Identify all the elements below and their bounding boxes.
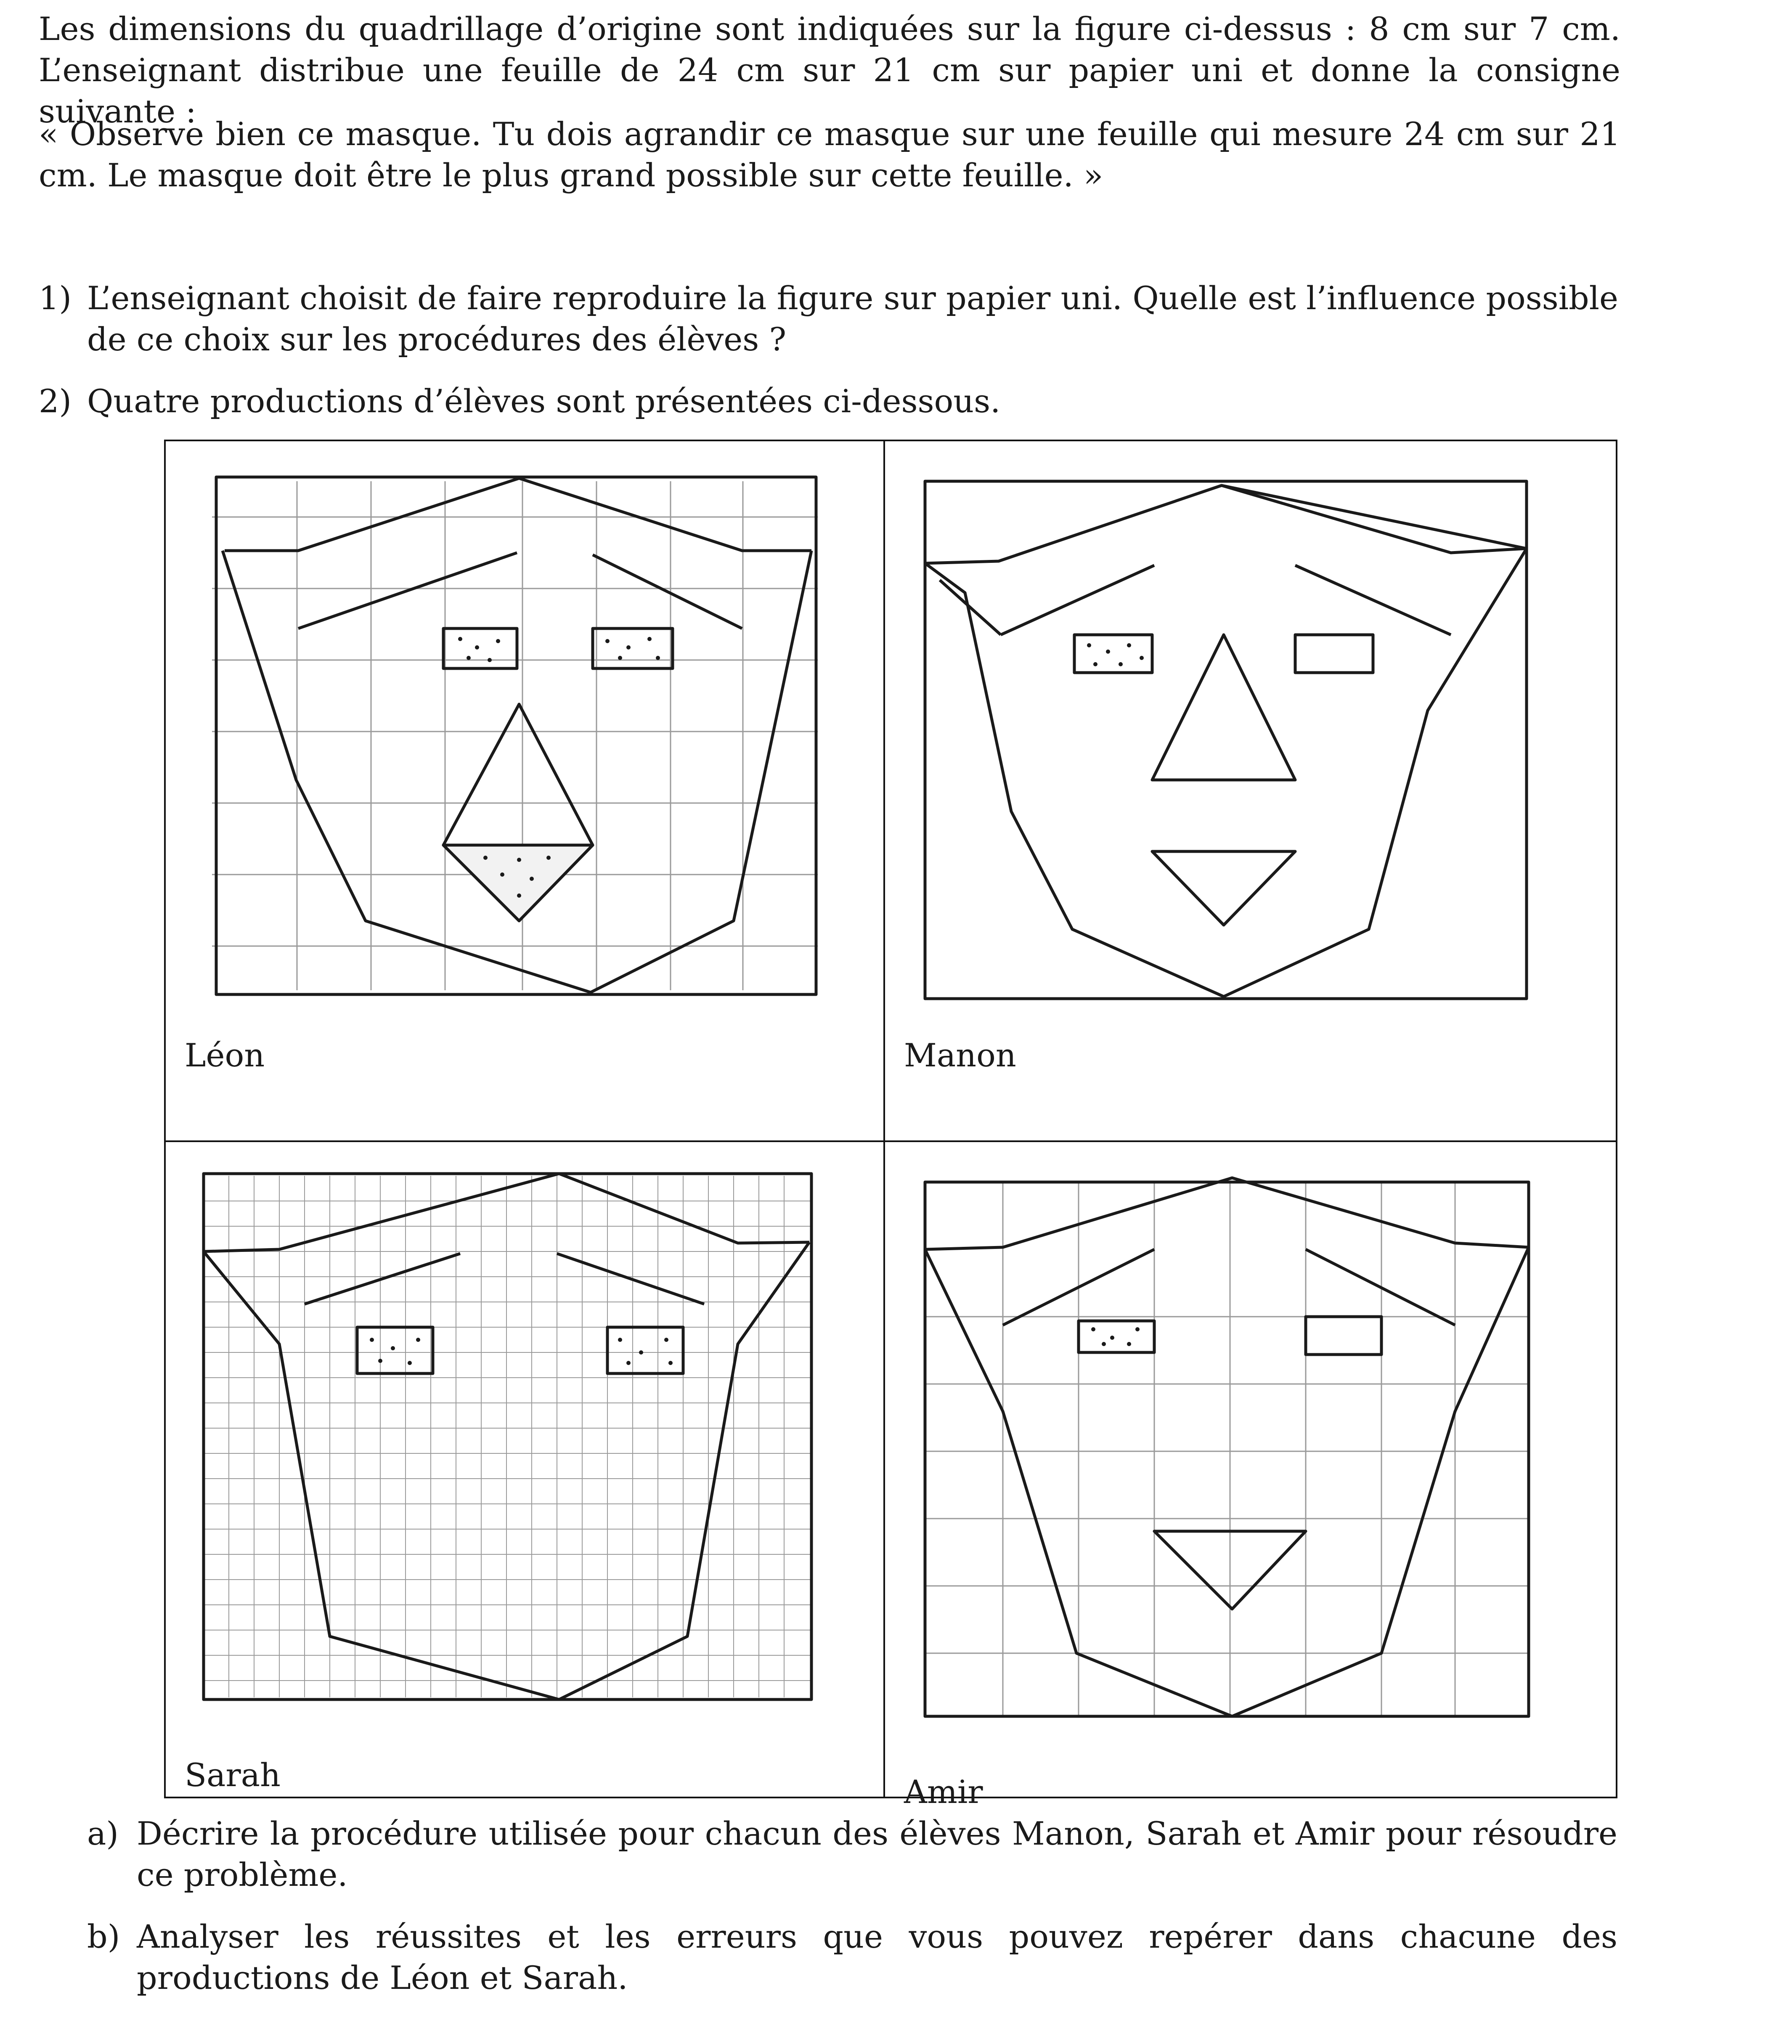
amir-left-eye — [1077, 1319, 1156, 1354]
student-name-amir: Amir — [904, 1773, 983, 1811]
subquestion-a-number: a) — [87, 1815, 119, 1852]
manon-left-cheek — [938, 579, 1002, 636]
student-name-manon: Manon — [904, 1037, 1016, 1074]
manon-face-outline — [924, 548, 1528, 998]
student-name-sarah: Sarah — [185, 1756, 281, 1794]
manon-right-eyebrow — [1294, 564, 1452, 636]
amir-right-eyebrow — [1305, 1248, 1456, 1327]
sarah-left-eye — [355, 1326, 435, 1375]
amir-grid — [925, 1182, 1529, 1716]
leon-face-outline — [221, 550, 813, 994]
amir-mouth — [1153, 1530, 1307, 1611]
manon-mask — [923, 480, 1528, 1000]
subquestion-b-text: Analyser les réussites et les erreurs qu… — [137, 1918, 1617, 1996]
amir-mask — [923, 1176, 1530, 1718]
sarah-right-eyebrow — [556, 1252, 705, 1306]
manon-left-eyebrow — [1000, 564, 1155, 636]
manon-nose — [1150, 633, 1297, 782]
manon-stipple — [1087, 643, 1144, 666]
manon-mouth — [1150, 850, 1297, 927]
student-productions-table: Léon — [164, 440, 1617, 1811]
manon-right-eye — [1294, 633, 1375, 674]
leon-nose-bottom — [442, 843, 594, 923]
amir-drawing — [923, 1176, 1530, 1718]
subquestion-b-number: b) — [87, 1918, 120, 1955]
sarah-drawing — [202, 1172, 813, 1701]
manon-top-diagonal — [1221, 484, 1527, 550]
amir-face-outline — [923, 1246, 1530, 1718]
question-2-number: 2) — [39, 382, 72, 420]
sarah-face-outline — [202, 1241, 811, 1701]
leon-drawing — [212, 475, 818, 996]
leon-mask — [215, 475, 818, 996]
question-1-number: 1) — [39, 279, 72, 317]
intro-paragraph: Les dimensions du quadrillage d’origine … — [39, 10, 1620, 130]
manon-frame — [923, 480, 1528, 1000]
student-name-leon: Léon — [185, 1037, 265, 1074]
sarah-grid — [204, 1176, 811, 1697]
leon-frame — [215, 475, 818, 996]
amir-frame — [923, 1180, 1530, 1718]
production-cell-manon: Manon — [883, 440, 1617, 1142]
production-cell-sarah: Sarah — [164, 1140, 885, 1798]
leon-top-line — [225, 477, 811, 552]
question-1-text: L’enseignant choisit de faire reproduire… — [87, 279, 1618, 358]
instruction-quote: « Observe bien ce masque. Tu dois agrand… — [39, 115, 1620, 194]
leon-right-eyebrow — [592, 553, 743, 630]
leon-nose-top — [442, 703, 594, 847]
leon-left-eyebrow — [297, 551, 518, 630]
subquestion-a-text: Décrire la procédure utilisée pour chacu… — [137, 1815, 1617, 1893]
manon-left-eye — [1073, 633, 1154, 674]
sarah-mask — [202, 1172, 813, 1701]
sarah-frame — [202, 1172, 813, 1701]
leon-left-eye — [442, 627, 519, 670]
amir-right-eye — [1304, 1315, 1383, 1356]
amir-top-line — [925, 1176, 1529, 1251]
sarah-top-line — [203, 1172, 810, 1253]
sarah-stipple — [370, 1338, 673, 1365]
manon-drawing — [923, 480, 1528, 1000]
sarah-right-eye — [606, 1326, 685, 1375]
leon-stipple — [458, 637, 660, 898]
production-cell-amir: Amir — [883, 1140, 1617, 1811]
question-2-text: Quatre productions d’élèves sont présent… — [87, 382, 1001, 420]
manon-top-line — [925, 484, 1527, 565]
leon-right-eye — [591, 627, 674, 670]
amir-stipple — [1091, 1327, 1140, 1346]
production-cell-leon: Léon — [164, 440, 885, 1142]
amir-left-eyebrow — [1002, 1248, 1155, 1327]
sarah-left-eyebrow — [304, 1252, 461, 1306]
